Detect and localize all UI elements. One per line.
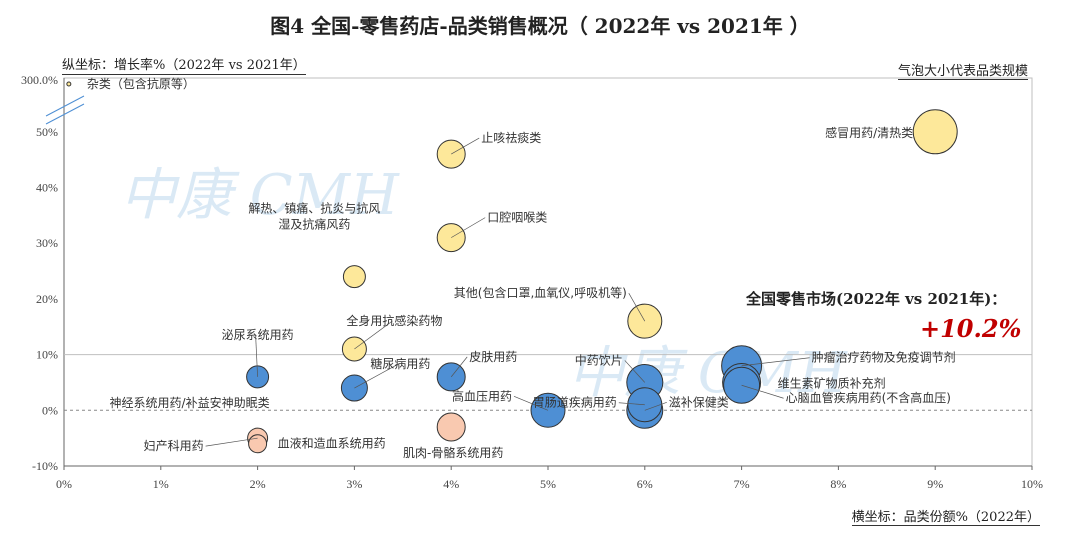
bubble-label: 皮肤用药 (469, 349, 517, 364)
bubble-label: 泌尿系统用药 (222, 328, 294, 342)
bubble-label: 血液和造血系统用药 (278, 436, 386, 451)
bubble-label: 止咳祛痰类 (481, 130, 541, 145)
watermark-1: 中康 CMH (120, 163, 400, 228)
bubble (436, 412, 466, 442)
bubble-label: 感冒用药/清热类 (825, 125, 913, 140)
watermark-2: 中康 CMH (568, 341, 848, 406)
axis-break-mark (45, 103, 85, 125)
bubble-label: 肌肉-骨骼系统用药 (403, 445, 503, 460)
bubble-label: 神经系统用药/补益安神助眠类 (110, 395, 270, 410)
x-tick-label: 2% (250, 477, 266, 491)
bubble-label: 高血压用药 (452, 388, 512, 403)
leader-line (741, 384, 784, 399)
x-tick-label: 1% (153, 477, 169, 491)
y-tick-label: 10% (36, 348, 58, 362)
bubble-size-note: 气泡大小代表品类规模 (897, 60, 1028, 80)
y-tick-label: 0% (42, 403, 58, 417)
y-tick-label: -10% (32, 459, 58, 473)
bubble-label: 解热、镇痛、抗炎与抗风 (248, 201, 380, 216)
bubble (912, 109, 958, 155)
market-growth-label: 全国零售市场(2022年 vs 2021年)： (746, 290, 1007, 308)
x-tick-label: 3% (346, 477, 362, 491)
axis-break-mark (45, 95, 85, 117)
bubble (66, 81, 72, 87)
x-tick-label: 9% (927, 477, 943, 491)
x-tick-label: 0% (56, 477, 72, 491)
x-tick-label: 6% (637, 477, 653, 491)
market-growth-value: +10.2% (920, 314, 1022, 343)
y-axis-label: 纵坐标：增长率%（2022年 vs 2021年） (62, 54, 306, 75)
leader-line (628, 293, 646, 322)
y-tick-label: 50% (36, 125, 58, 139)
leader-line (644, 401, 667, 411)
y-tick-label: 30% (36, 236, 58, 250)
y-tick-label-break: 300.0% (21, 73, 58, 87)
leader-line (513, 395, 549, 411)
leader-line (255, 334, 258, 377)
bubble-label: 杂类（包含抗原等） (87, 76, 195, 91)
bubble-label: 湿及抗痛风药 (278, 217, 350, 232)
bubble (248, 434, 268, 454)
bubble-label: 心脑血管疾病用药(不含高血压) (786, 390, 951, 405)
bubble-label: 妇产科用药 (144, 439, 204, 453)
y-tick-label: 40% (36, 181, 58, 195)
leader-line (450, 356, 468, 378)
x-tick-label: 7% (734, 477, 750, 491)
x-axis-label: 横坐标：品类份额%（2022年） (851, 506, 1040, 526)
leader-line (451, 137, 480, 155)
bubble-label: 肿瘤治疗药物及免疫调节剂 (812, 350, 956, 365)
x-tick-label: 5% (540, 477, 556, 491)
bubble-label: 其他(包含口罩,血氧仪,呼吸机等) (454, 285, 627, 300)
bubble-label: 口腔咽喉类 (487, 210, 547, 225)
x-tick-label: 10% (1021, 477, 1043, 491)
leader-line (354, 363, 399, 389)
bubble-label: 滋补保健类 (669, 395, 729, 409)
bubble-label: 糖尿病用药 (370, 356, 430, 371)
leader-line (205, 437, 258, 447)
leader-line (618, 402, 645, 406)
x-tick-label: 8% (830, 477, 846, 491)
bubble (342, 265, 366, 289)
leader-line (451, 217, 486, 238)
chart-title: 图4 全国-零售药店-品类销售概况（ 2022年 vs 2021年 ） (270, 14, 810, 38)
x-tick-label: 4% (443, 477, 459, 491)
y-tick-label: 20% (36, 292, 58, 306)
bubble-label: 维生素矿物质补充剂 (778, 375, 886, 390)
bubble-label: 胃肠道疾病用药 (533, 395, 617, 410)
leader-line (741, 357, 810, 367)
bubble-label: 中药饮片 (575, 352, 623, 367)
leader-line (624, 360, 646, 383)
leader-line (354, 320, 393, 350)
bubble-label: 全身用抗感染药物 (346, 313, 442, 328)
